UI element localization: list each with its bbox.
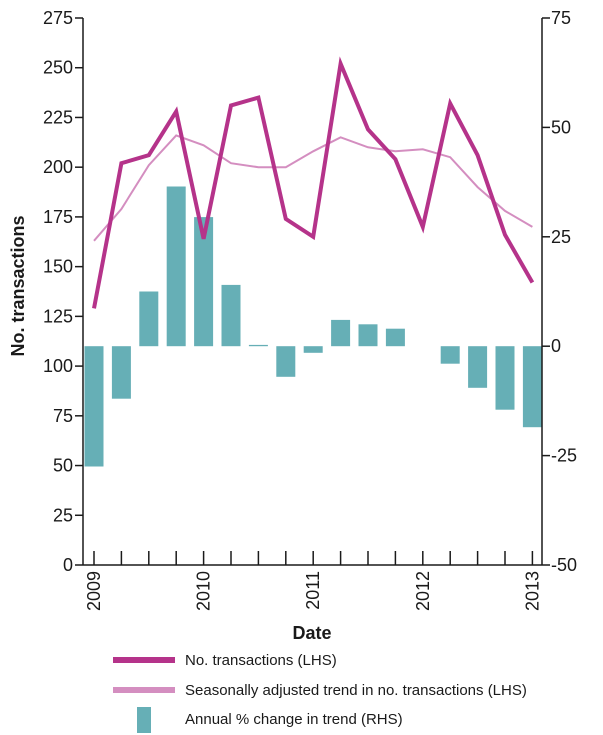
y-tick-label-right: -50	[551, 555, 577, 575]
bar	[440, 346, 460, 364]
y-tick-label-left: 125	[43, 306, 73, 326]
bar	[139, 291, 159, 347]
y-tick-label-right: 25	[551, 227, 571, 247]
lines-layer	[92, 56, 535, 309]
bar	[111, 346, 131, 399]
y-tick-label-left: 275	[43, 8, 73, 28]
y-tick-label-left: 50	[53, 456, 73, 476]
series-line-transactions	[92, 56, 535, 309]
bar	[385, 328, 405, 347]
y-tick-label-left: 150	[43, 257, 73, 277]
bar	[522, 346, 542, 428]
x-tick-label: 2011	[303, 571, 323, 610]
bar	[166, 186, 186, 347]
legend-swatch-transactions	[113, 657, 175, 663]
x-tick-label: 2012	[413, 571, 433, 611]
y-tick-label-right: -25	[551, 446, 577, 466]
bar	[221, 284, 241, 347]
x-axis-title: Date	[292, 623, 331, 643]
y-tick-label-left: 200	[43, 157, 73, 177]
legend: No. transactions (LHS) Seasonally adjust…	[113, 652, 527, 733]
bar	[84, 346, 104, 467]
bar	[358, 324, 378, 347]
legend-swatch-trend	[113, 687, 175, 693]
bar	[495, 346, 515, 410]
bar	[248, 344, 268, 347]
y-tick-label-right: 50	[551, 117, 571, 137]
legend-swatch-change	[137, 707, 151, 733]
y-tick-label-left: 75	[53, 406, 73, 426]
bar	[276, 346, 296, 377]
bar	[303, 346, 323, 353]
x-tick-label: 2013	[522, 571, 542, 611]
series-line-trend	[93, 134, 533, 242]
bar	[194, 217, 214, 347]
y-tick-label-left: 100	[43, 356, 73, 376]
bars-layer	[84, 186, 542, 467]
x-tick-label: 2009	[84, 571, 104, 611]
y-tick-label-right: 75	[551, 8, 571, 28]
y-tick-label-left: 225	[43, 107, 73, 127]
y-tick-label-left: 0	[63, 555, 73, 575]
axes-layer	[75, 17, 550, 566]
y-tick-label-left: 250	[43, 58, 73, 78]
y-tick-label-right: 0	[551, 336, 561, 356]
y-axis-title-left: No. transactions	[8, 215, 28, 356]
legend-label-change: Annual % change in trend (RHS)	[185, 711, 403, 728]
x-tick-label: 2010	[194, 571, 214, 611]
y-tick-label-left: 175	[43, 207, 73, 227]
bar	[468, 346, 488, 388]
bar	[331, 319, 351, 347]
labels-layer: 0 25 50 75 100 125 150 175 200 225 250 275 -50 -25 0 25…	[43, 8, 577, 611]
legend-label-transactions: No. transactions (LHS)	[185, 652, 337, 669]
y-tick-label-left: 25	[53, 505, 73, 525]
legend-label-trend: Seasonally adjusted trend in no. transac…	[185, 682, 527, 699]
